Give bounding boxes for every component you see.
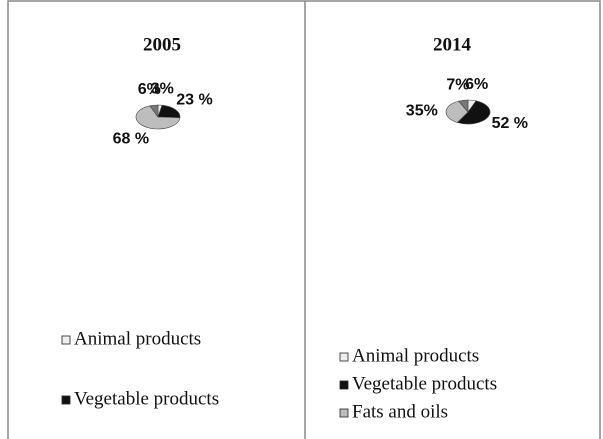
legend-label: Vegetable products (74, 388, 219, 409)
data-label: 23 % (176, 91, 212, 108)
chart-title: 2014 (433, 34, 472, 55)
data-label: 35% (406, 102, 438, 119)
legend-label: Animal products (74, 328, 201, 349)
legend-swatch (339, 380, 349, 390)
data-label: 52 % (492, 115, 528, 132)
legend-label: Vegetable products (352, 373, 497, 394)
pie-slice (149, 104, 159, 118)
data-label: 3% (151, 81, 174, 98)
frame (7, 0, 601, 439)
legend-swatch (339, 352, 349, 362)
data-label: 68 % (113, 131, 149, 148)
legend-swatch (61, 395, 71, 405)
chart-title: 2005 (143, 34, 181, 55)
legend-swatch (61, 335, 71, 345)
legend-label: Fats and oils (352, 401, 448, 422)
data-label: 7% (446, 76, 469, 93)
pie-slice (157, 104, 181, 119)
data-label: 6% (465, 76, 488, 93)
pie-slice (445, 100, 469, 123)
pie-slice (458, 99, 469, 113)
data-label: 6% (138, 81, 161, 98)
legend-swatch (339, 408, 349, 418)
legend-label: Animal products (352, 345, 479, 366)
pie-slice (456, 100, 491, 125)
